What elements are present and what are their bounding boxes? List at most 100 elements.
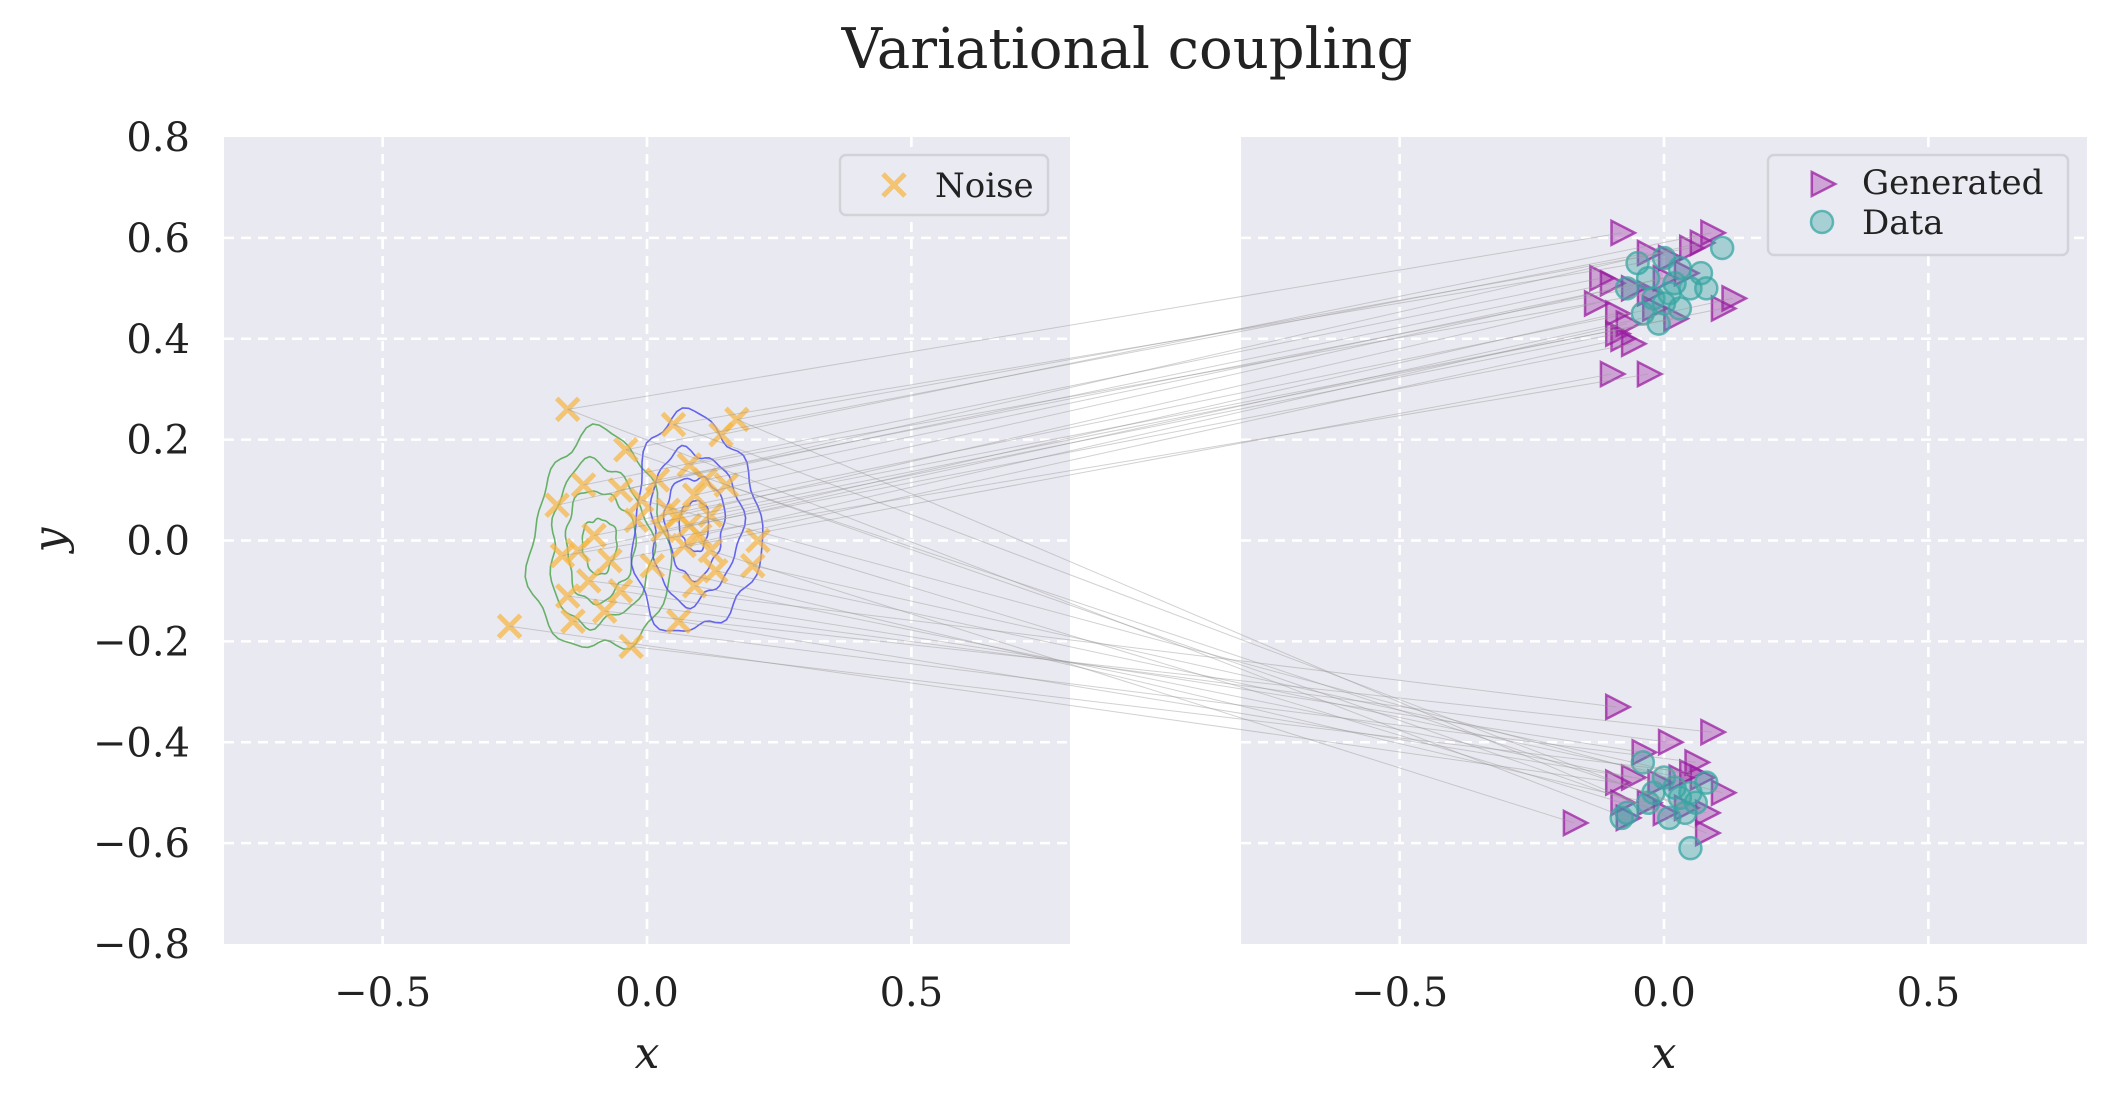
generated-point	[1657, 728, 1686, 757]
coupling-line	[673, 257, 1670, 425]
noise-point	[676, 512, 703, 539]
generated-point	[1620, 763, 1649, 792]
data-point	[1635, 790, 1661, 816]
data-xtick-label: −0.5	[1351, 970, 1448, 1016]
panel-noise-ticks: −0.5 0.0 0.5 −0.8 −0.6 −0.4 −0.2 0.0 0.2 0.4 0.6 0.…	[93, 115, 943, 1016]
coupling-line	[578, 297, 1733, 552]
noise-point	[697, 537, 724, 564]
coupling-line	[710, 550, 1575, 824]
generated-point	[1636, 360, 1665, 389]
generated-point	[1583, 289, 1612, 318]
generated-point	[1689, 228, 1717, 257]
generated-point	[1604, 768, 1633, 797]
legend-data-label: Data	[1862, 203, 1943, 243]
legend-data-marker	[1809, 209, 1835, 235]
coupling-line	[678, 620, 1633, 779]
noise-point	[560, 608, 586, 634]
noise-point	[639, 552, 666, 579]
panel-noise-ylabel: y	[24, 526, 75, 554]
coupling-line	[652, 565, 1649, 804]
data-point	[1678, 835, 1703, 861]
legend-generated-marker	[1810, 169, 1838, 199]
noise-point	[576, 568, 602, 594]
coupling-line	[641, 499, 1723, 794]
noise-point	[681, 573, 708, 599]
coupling-line	[699, 323, 1628, 536]
generated-point	[1620, 329, 1649, 358]
panel-noise: −0.5 0.0 0.5 −0.8 −0.6 −0.4 −0.2 0.0 0.2 0.4 0.6 0.…	[24, 115, 1070, 1079]
data-point	[1683, 790, 1708, 816]
noise-point	[618, 633, 644, 660]
right-mode-contour	[630, 407, 764, 632]
coupling-line	[572, 620, 1696, 763]
coupling-line	[757, 540, 1622, 804]
coupling-line	[736, 247, 1691, 420]
coupling-line	[609, 373, 1612, 562]
coupling-line	[689, 343, 1633, 526]
coupling-line	[625, 252, 1649, 451]
legend-data-circle	[1809, 209, 1835, 235]
noise-point	[697, 502, 724, 529]
noise-xtick-label: 0.5	[880, 970, 944, 1016]
noise-point	[692, 467, 718, 493]
noise-point	[681, 482, 708, 508]
noise-point	[607, 477, 634, 503]
noise-point	[708, 421, 734, 448]
legend-generated-triangle	[1810, 169, 1838, 199]
noise-ytick-label: 0.0	[126, 519, 190, 565]
coupling-line	[562, 373, 1649, 557]
noise-ytick-label: −0.2	[93, 619, 190, 665]
noise-point	[496, 613, 523, 640]
coupling-line	[588, 580, 1617, 708]
legend-noise-marker	[881, 172, 907, 198]
noise-point	[544, 492, 570, 518]
panel-data-xlabel: x	[1652, 1028, 1677, 1079]
coupling-line	[694, 585, 1659, 784]
coupling-line	[678, 302, 1596, 516]
noise-point	[628, 487, 655, 513]
generated-point	[1620, 274, 1649, 303]
coupling-line	[620, 590, 1643, 753]
chart-title: Variational coupling	[841, 17, 1413, 82]
noise-point	[591, 598, 618, 624]
noise-point	[665, 608, 692, 634]
coupling-line	[557, 242, 1702, 506]
data-point	[1694, 770, 1719, 795]
noise-point	[644, 467, 671, 493]
legend-data: Generated Data	[1766, 153, 2070, 257]
generated-point	[1700, 718, 1728, 747]
noise-point	[613, 436, 639, 463]
coupling-line	[736, 418, 1707, 834]
data-point	[1646, 311, 1671, 336]
generated-point	[1604, 692, 1633, 721]
noise-point	[623, 507, 650, 534]
noise-ytick-label: 0.8	[126, 115, 190, 161]
coupling-line	[604, 610, 1712, 733]
noise-point	[549, 542, 576, 569]
data-point	[1657, 281, 1682, 306]
noise-xtick-label: −0.5	[334, 970, 431, 1016]
noise-point	[655, 497, 681, 524]
noise-ytick-label: 0.4	[126, 317, 190, 363]
coupling-line	[625, 449, 1665, 814]
coupling-line	[594, 307, 1723, 536]
legend-noise: Noise	[838, 153, 1050, 217]
generated-point	[1599, 360, 1628, 389]
noise-point	[745, 527, 771, 554]
legend-generated-label: Generated	[1862, 163, 2043, 203]
generated-point	[1721, 284, 1749, 313]
data-point	[1694, 276, 1719, 301]
noise-point	[570, 472, 597, 498]
noise-ytick-label: −0.6	[93, 821, 190, 867]
coupling-line	[662, 313, 1617, 531]
noise-point	[702, 557, 729, 584]
left-mode-contour	[564, 490, 638, 606]
coupling-line	[673, 424, 1686, 809]
data-xtick-label: 0.0	[1632, 970, 1696, 1016]
noise-point	[597, 547, 623, 574]
coupling-line	[694, 272, 1686, 496]
coupling-line	[720, 232, 1712, 436]
noise-point	[650, 517, 676, 544]
noise-point	[671, 532, 697, 559]
legend-noise-frame	[838, 153, 1050, 217]
